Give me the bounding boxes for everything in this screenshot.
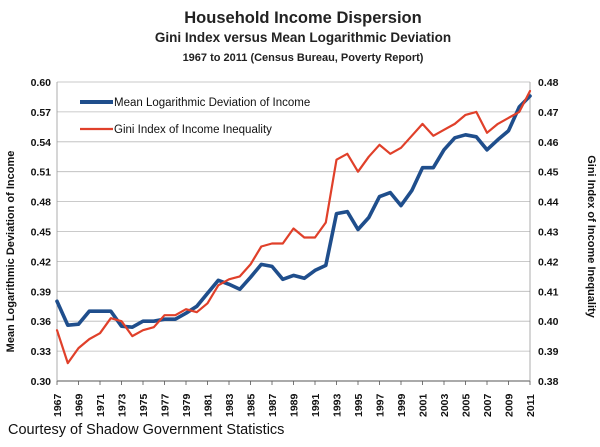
- credit-text: Courtesy of Shadow Government Statistics: [8, 422, 285, 438]
- chart-subtitle-range: 1967 to 2011 (Census Bureau, Poverty Rep…: [183, 52, 424, 64]
- y-tick-left-label: 0.48: [31, 197, 52, 209]
- series-layer: [55, 89, 532, 365]
- x-tick-label: 1989: [289, 393, 301, 417]
- y-tick-right-label: 0.46: [538, 137, 559, 149]
- legend: Mean Logarithmic Deviation of Income Gin…: [80, 97, 310, 136]
- x-tick-label: 1969: [74, 393, 86, 417]
- y-tick-right-label: 0.42: [538, 256, 559, 268]
- series-line-gini: [55, 89, 532, 365]
- legend-label-mld: Mean Logarithmic Deviation of Income: [114, 97, 310, 109]
- y-tick-right-label: 0.45: [538, 167, 559, 179]
- y-tick-left-label: 0.42: [31, 256, 52, 268]
- x-tick-label: 1991: [310, 393, 322, 417]
- y-tick-left-label: 0.33: [31, 346, 52, 358]
- y-axis-left-label: Mean Logarithmic Deviation of Income: [5, 151, 17, 353]
- x-tick-label: 2005: [461, 393, 473, 417]
- x-tick-label: 2007: [482, 393, 494, 417]
- x-tick-label: 1981: [203, 393, 215, 417]
- y-axis-right-label: Gini Index of Income Inequality: [585, 155, 597, 318]
- y-tick-right-label: 0.48: [538, 77, 559, 89]
- x-tick-label: 1997: [375, 393, 387, 417]
- x-tick-label: 2003: [439, 393, 451, 417]
- x-ticks: 1967 1969 1971 1973 1975 1977 1979 1981 1983 1985…: [52, 381, 537, 417]
- y-tick-left-label: 0.51: [31, 167, 52, 179]
- x-tick-label: 1971: [95, 393, 107, 417]
- x-tick-label: 1979: [181, 393, 193, 417]
- y-tick-left-label: 0.57: [31, 107, 52, 119]
- x-tick-label: 1995: [353, 393, 365, 417]
- y-tick-left-label: 0.45: [31, 227, 52, 239]
- y-tick-right-label: 0.43: [538, 227, 559, 239]
- legend-label-gini: Gini Index of Income Inequality: [114, 124, 272, 136]
- x-tick-label: 2011: [525, 394, 537, 417]
- chart-title: Household Income Dispersion: [184, 9, 421, 27]
- x-tick-label: 1983: [224, 393, 236, 417]
- y-tick-right-label: 0.44: [538, 197, 559, 209]
- x-tick-label: 1977: [160, 393, 172, 417]
- x-tick-label: 1967: [52, 393, 64, 417]
- y-tick-left-label: 0.30: [31, 376, 52, 388]
- y-tick-right-label: 0.41: [538, 286, 559, 298]
- x-tick-label: 2009: [504, 393, 516, 417]
- y-tick-left-label: 0.39: [31, 286, 52, 298]
- series-line-mld: [55, 94, 532, 330]
- x-tick-label: 1987: [267, 393, 279, 417]
- x-tick-label: 1975: [138, 393, 150, 417]
- y-tick-right-label: 0.39: [538, 346, 559, 358]
- x-tick-label: 1973: [117, 393, 129, 417]
- chart-subtitle: Gini Index versus Mean Logarithmic Devia…: [155, 30, 451, 45]
- y-tick-right-label: 0.40: [538, 316, 559, 328]
- y-tick-left-label: 0.60: [31, 77, 52, 89]
- y-tick-left-label: 0.36: [31, 316, 52, 328]
- y-ticks-right: 0.38 0.39 0.40 0.41 0.42 0.43 0.44 0.45 0.46 0.47…: [538, 77, 559, 388]
- grid-lines: [57, 81, 530, 382]
- x-tick-label: 2001: [418, 393, 430, 417]
- y-tick-right-label: 0.38: [538, 376, 559, 388]
- x-tick-label: 1985: [246, 393, 258, 417]
- y-tick-right-label: 0.47: [538, 107, 559, 119]
- x-tick-label: 1993: [332, 393, 344, 417]
- y-ticks-left: 0.30 0.33 0.36 0.39 0.42 0.45 0.48 0.51 0.54 0.57…: [31, 77, 52, 388]
- y-tick-left-label: 0.54: [31, 137, 52, 149]
- x-tick-label: 1999: [396, 393, 408, 417]
